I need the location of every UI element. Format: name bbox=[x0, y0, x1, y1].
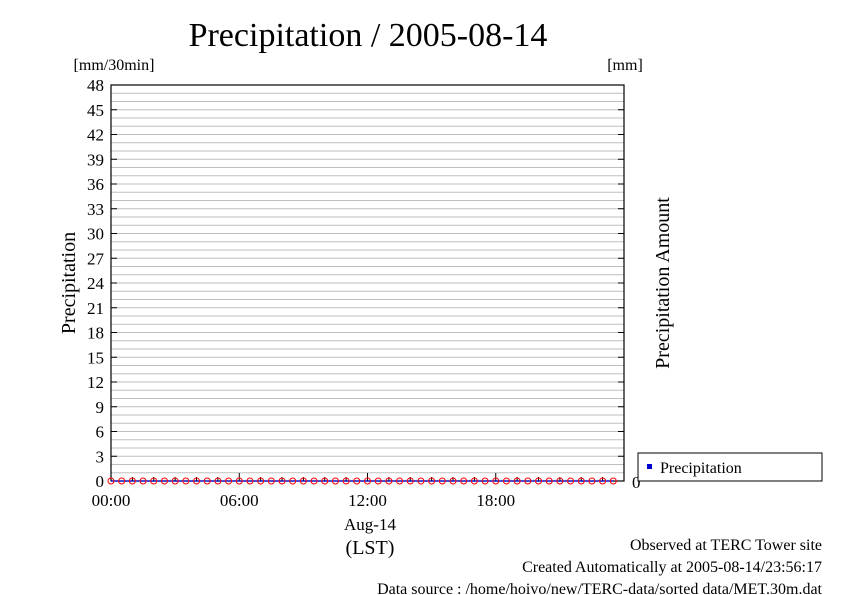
data-point bbox=[214, 477, 222, 485]
data-point bbox=[364, 477, 371, 485]
x-axis-ticks: 00:00 06:00 12:00 18:00 bbox=[92, 473, 604, 510]
data-point bbox=[257, 477, 265, 485]
data-point bbox=[107, 477, 115, 485]
data-point bbox=[182, 477, 190, 485]
data-point bbox=[193, 477, 200, 485]
data-point bbox=[438, 477, 446, 485]
data-point bbox=[267, 477, 275, 485]
data-point bbox=[278, 477, 286, 485]
data-point bbox=[118, 477, 126, 485]
data-point bbox=[556, 477, 564, 485]
data-point bbox=[385, 477, 393, 485]
y-tick-label: 9 bbox=[96, 398, 105, 417]
data-point bbox=[502, 477, 510, 485]
data-point bbox=[396, 477, 404, 485]
right-axis-unit: [mm] bbox=[607, 57, 643, 74]
x-tick-label: 00:00 bbox=[92, 491, 131, 510]
data-point bbox=[235, 477, 243, 485]
data-point bbox=[609, 477, 617, 485]
y-tick-label: 24 bbox=[87, 274, 105, 293]
y-tick-label: 12 bbox=[87, 373, 104, 392]
y-tick-label: 3 bbox=[96, 447, 105, 466]
x-axis-zone: (LST) bbox=[346, 537, 395, 559]
data-points bbox=[107, 477, 617, 485]
left-axis-unit: [mm/30min] bbox=[74, 57, 155, 74]
data-point bbox=[524, 477, 532, 485]
x-tick-label: 18:00 bbox=[476, 491, 515, 510]
data-point bbox=[535, 477, 542, 485]
data-point bbox=[588, 477, 596, 485]
data-point bbox=[567, 477, 575, 485]
data-point bbox=[449, 477, 457, 485]
y2-axis-title: Precipitation Amount bbox=[652, 197, 674, 369]
data-point bbox=[321, 477, 329, 485]
gridlines bbox=[111, 92, 624, 474]
data-point bbox=[577, 477, 585, 485]
y-tick-label: 39 bbox=[87, 150, 104, 169]
data-point bbox=[171, 477, 179, 485]
data-point bbox=[225, 477, 233, 485]
data-point bbox=[374, 477, 382, 485]
data-point bbox=[470, 477, 478, 485]
y-tick-label: 0 bbox=[96, 472, 105, 491]
data-point bbox=[203, 477, 211, 485]
y-tick-label: 36 bbox=[87, 175, 104, 194]
chart-title: Precipitation / 2005-08-14 bbox=[189, 17, 548, 54]
data-point bbox=[342, 477, 350, 485]
data-point bbox=[545, 477, 553, 485]
data-point bbox=[299, 477, 307, 485]
y-tick-label: 6 bbox=[96, 423, 105, 442]
y-tick-label: 45 bbox=[87, 101, 104, 120]
footer-data-source: Data source : /home/hoivo/new/TERC-data/… bbox=[377, 581, 822, 595]
data-point bbox=[150, 477, 158, 485]
data-point bbox=[160, 477, 168, 485]
y-tick-label: 27 bbox=[87, 249, 105, 268]
y-tick-label: 48 bbox=[87, 76, 104, 95]
data-point bbox=[460, 477, 468, 485]
data-point bbox=[139, 477, 147, 485]
y-tick-label: 15 bbox=[87, 348, 104, 367]
data-point bbox=[310, 477, 318, 485]
footer-created: Created Automatically at 2005-08-14/23:5… bbox=[522, 559, 822, 576]
legend-label: Precipitation bbox=[660, 460, 742, 477]
x-axis-date: Aug-14 bbox=[344, 515, 396, 534]
y-tick-label: 21 bbox=[87, 299, 104, 318]
y-tick-label: 18 bbox=[87, 324, 104, 343]
data-point bbox=[246, 477, 254, 485]
legend-box bbox=[637, 452, 823, 482]
data-point bbox=[481, 477, 489, 485]
data-point bbox=[599, 477, 607, 485]
legend: Precipitation bbox=[637, 452, 823, 482]
legend-swatch bbox=[647, 464, 652, 469]
footer-observed: Observed at TERC Tower site bbox=[630, 537, 822, 554]
data-point bbox=[353, 477, 361, 485]
data-point bbox=[289, 477, 297, 485]
data-point bbox=[417, 477, 425, 485]
x-tick-label: 06:00 bbox=[220, 491, 259, 510]
x-tick-label: 12:00 bbox=[348, 491, 387, 510]
y2-tick-label: 0 bbox=[632, 473, 641, 492]
y-tick-label: 30 bbox=[87, 225, 104, 244]
data-point bbox=[428, 477, 436, 485]
y-tick-label: 33 bbox=[87, 200, 104, 219]
data-point bbox=[406, 477, 414, 485]
y-axis-title: Precipitation bbox=[58, 232, 80, 334]
data-point bbox=[128, 477, 136, 485]
data-point bbox=[331, 477, 339, 485]
data-point bbox=[513, 477, 521, 485]
data-point bbox=[492, 477, 500, 485]
y-tick-label: 42 bbox=[87, 126, 104, 145]
